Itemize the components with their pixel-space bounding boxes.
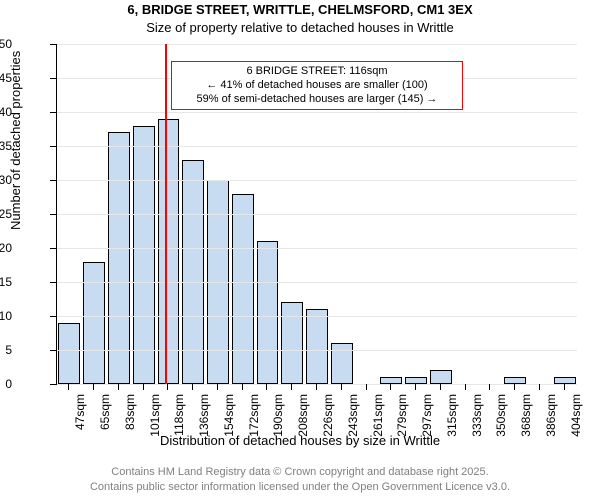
x-tick-mark	[192, 384, 193, 390]
gridline	[57, 384, 577, 385]
x-tick-mark	[167, 384, 168, 390]
histogram-bar	[554, 377, 576, 384]
attribution-line-2: Contains public sector information licen…	[0, 481, 600, 493]
x-tick-mark	[390, 384, 391, 390]
chart-subtitle: Size of property relative to detached ho…	[0, 20, 600, 35]
x-tick-mark	[316, 384, 317, 390]
x-tick-mark	[217, 384, 218, 390]
plot-area: 6 BRIDGE STREET: 116sqm← 41% of detached…	[56, 44, 577, 385]
x-tick-mark	[242, 384, 243, 390]
x-tick-mark	[93, 384, 94, 390]
x-tick-mark	[564, 384, 565, 390]
attribution-line-1: Contains HM Land Registry data © Crown c…	[0, 466, 600, 478]
x-axis-label: Distribution of detached houses by size …	[0, 433, 600, 448]
chart-title: 6, BRIDGE STREET, WRITTLE, CHELMSFORD, C…	[0, 2, 600, 17]
histogram-bar	[405, 377, 427, 384]
x-tick-mark	[291, 384, 292, 390]
gridline	[57, 112, 577, 113]
chart-container: 6, BRIDGE STREET, WRITTLE, CHELMSFORD, C…	[0, 0, 600, 500]
x-tick-mark	[68, 384, 69, 390]
x-tick-mark	[415, 384, 416, 390]
histogram-bar	[306, 309, 328, 384]
x-tick-mark	[266, 384, 267, 390]
annotation-line-2: ← 41% of detached houses are smaller (10…	[178, 79, 455, 93]
histogram-bar	[158, 119, 180, 384]
histogram-bar	[257, 241, 279, 384]
histogram-bar	[281, 302, 303, 384]
x-tick-mark	[440, 384, 441, 390]
x-tick-mark	[489, 384, 490, 390]
histogram-bar	[58, 323, 80, 384]
histogram-bar	[108, 132, 130, 384]
gridline	[57, 282, 577, 283]
x-tick-mark	[143, 384, 144, 390]
histogram-bar	[380, 377, 402, 384]
property-size-marker	[165, 44, 167, 384]
histogram-bar	[133, 126, 155, 384]
x-tick-mark	[341, 384, 342, 390]
gridline	[57, 316, 577, 317]
histogram-bar	[504, 377, 526, 384]
histogram-bar	[430, 370, 452, 384]
gridline	[57, 44, 577, 45]
x-tick-mark	[118, 384, 119, 390]
x-tick-mark	[514, 384, 515, 390]
gridline	[57, 214, 577, 215]
x-tick-mark	[539, 384, 540, 390]
gridline	[57, 180, 577, 181]
x-tick-mark	[465, 384, 466, 390]
gridline	[57, 146, 577, 147]
gridline	[57, 350, 577, 351]
histogram-bar	[232, 194, 254, 384]
annotation-line-3: 59% of semi-detached houses are larger (…	[178, 93, 455, 107]
annotation-line-1: 6 BRIDGE STREET: 116sqm	[178, 65, 455, 79]
gridline	[57, 248, 577, 249]
annotation-box: 6 BRIDGE STREET: 116sqm← 41% of detached…	[171, 61, 462, 110]
x-tick-mark	[366, 384, 367, 390]
histogram-bar	[83, 262, 105, 384]
